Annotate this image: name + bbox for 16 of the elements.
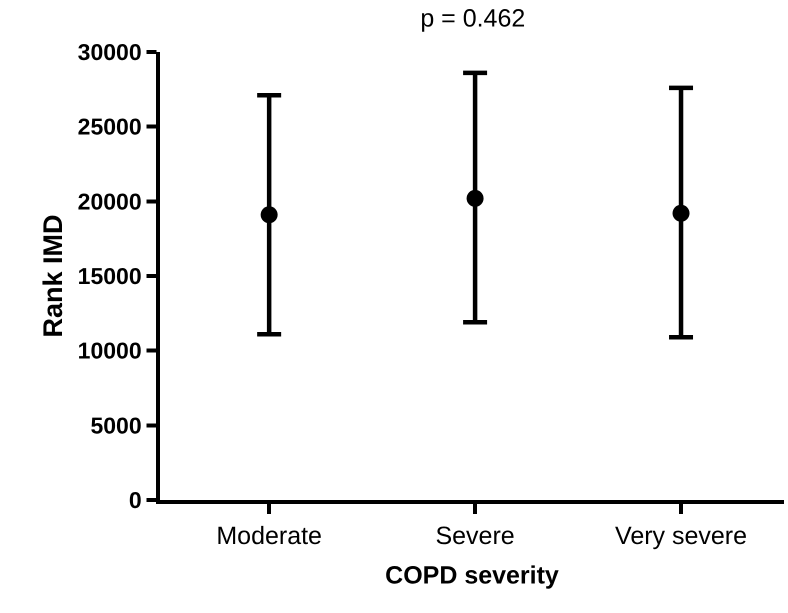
y-tick-label: 10000: [78, 338, 142, 364]
x-tick-label: Severe: [435, 522, 515, 550]
x-tick-label: Very severe: [615, 522, 748, 550]
point: [672, 204, 690, 222]
point: [260, 206, 278, 224]
point: [466, 190, 484, 207]
y-tick-label: 5000: [90, 412, 142, 438]
y-tick-label: 15000: [78, 263, 142, 290]
y-tick-label: 25000: [78, 114, 142, 140]
y-tick-label: 20000: [78, 188, 142, 214]
y-tick-label: 30000: [78, 39, 142, 66]
chart-title: p = 0.462: [420, 4, 526, 33]
x-axis-title: COPD severity: [385, 561, 559, 590]
y-tick-label: 0: [128, 487, 142, 514]
x-tick-label: Moderate: [216, 522, 322, 550]
y-axis-title: Rank IMD: [38, 214, 68, 338]
